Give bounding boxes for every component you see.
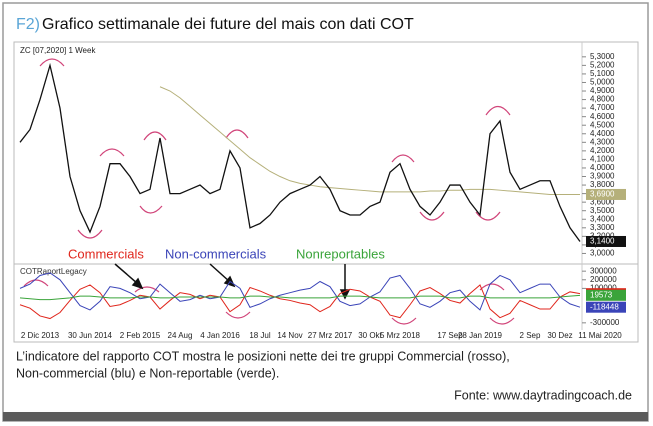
cot-line xyxy=(19,294,581,301)
caption-line: Non-commercial (blu) e Non-reportable (v… xyxy=(16,366,279,380)
chart-title: Grafico settimanale dei future del mais … xyxy=(42,16,414,33)
y-tick-label: 4,5000 xyxy=(590,120,615,129)
chart-box xyxy=(13,41,639,343)
x-tick-label: 5 Mrz 2018 xyxy=(380,331,421,340)
series-name: Nonreportables xyxy=(296,246,385,261)
x-tick-label: 14 Nov xyxy=(277,331,302,340)
y-tick-label: 4,8000 xyxy=(590,95,615,104)
cot-line xyxy=(19,272,581,311)
x-tick-label: 2 Sep xyxy=(520,331,541,340)
x-tick-label: 17 Sep xyxy=(437,331,463,340)
value-tag xyxy=(586,235,626,247)
y-tick-label: 5,0000 xyxy=(590,78,615,87)
series-name: Commercials xyxy=(68,246,144,261)
value-tag xyxy=(586,289,626,301)
value-tag-label: -118448 xyxy=(590,302,619,311)
y-tick-label: 3,3000 xyxy=(590,223,615,232)
value-tag-label: 3,1400 xyxy=(590,237,615,246)
chart-header: ZC [07,2020] 1 Week xyxy=(20,46,96,55)
x-tick-label: 11 Mai 2020 xyxy=(578,331,622,340)
y-tick-label: 4,1000 xyxy=(590,155,615,164)
y-tick-label: 3,5000 xyxy=(590,206,615,215)
x-tick-label: 4 Jan 2016 xyxy=(200,331,240,340)
bottom-bar xyxy=(3,412,648,421)
y-tick-label: 3,0000 xyxy=(590,249,615,258)
highlight-arcs xyxy=(23,58,515,325)
y-tick-label: 4,2000 xyxy=(590,146,615,155)
y-tick-label: 4,4000 xyxy=(590,129,615,138)
frame xyxy=(2,2,649,422)
x-tick-label: 30 Jun 2014 xyxy=(68,331,113,340)
x-tick-label: 2 Dic 2013 xyxy=(21,331,60,340)
y-tick-label: 5,2000 xyxy=(590,60,615,69)
x-tick-label: 2 Feb 2015 xyxy=(120,331,161,340)
x-tick-label: 18 Jul xyxy=(249,331,271,340)
y-tick-label: 3,9000 xyxy=(590,172,615,181)
y-tick-label: 4,0000 xyxy=(590,163,615,172)
arrows xyxy=(114,263,351,300)
y-tick-label: -300000 xyxy=(590,318,620,327)
y-tick-label: 200000 xyxy=(590,275,617,284)
y-tick-label: 5,1000 xyxy=(590,69,615,78)
y-tick-label: 100000 xyxy=(590,283,617,292)
x-tick-label: 28 Jan 2019 xyxy=(458,331,503,340)
y-tick-label: 5,3000 xyxy=(590,52,615,61)
x-tick-label: 30 Dez xyxy=(547,331,572,340)
y-tick-label: 300000 xyxy=(590,266,617,275)
price-line xyxy=(19,62,581,242)
y-tick-label: 3,4000 xyxy=(590,214,615,223)
cot-line xyxy=(19,284,581,320)
y-tick-label: 4,9000 xyxy=(590,86,615,95)
value-tag xyxy=(586,188,626,200)
value-tag-label: 3,6900 xyxy=(590,190,615,199)
value-tag-label: 19573 xyxy=(590,290,613,299)
panel-title: COTRaportLegacy xyxy=(20,267,87,276)
y-tick-label: 3,8000 xyxy=(590,180,615,189)
value-tag xyxy=(586,301,626,313)
y-tick-label: 4,7000 xyxy=(590,103,615,112)
source: Fonte: www.daytradingcoach.de xyxy=(454,388,632,402)
y-tick-label: 3,6000 xyxy=(590,197,615,206)
x-tick-label: 27 Mrz 2017 xyxy=(308,331,353,340)
y-tick-label: 4,6000 xyxy=(590,112,615,121)
x-tick-label: 24 Aug xyxy=(168,331,193,340)
y-tick-label: 4,3000 xyxy=(590,137,615,146)
caption-line: L’indicatore del rapporto COT mostra le … xyxy=(16,349,510,363)
y-tick-label: 3,2000 xyxy=(590,231,615,240)
series-name: Non-commercials xyxy=(165,246,267,261)
average-line xyxy=(159,86,580,195)
x-tick-label: 30 Okt xyxy=(358,331,382,340)
figure-label: F2) xyxy=(16,16,40,33)
